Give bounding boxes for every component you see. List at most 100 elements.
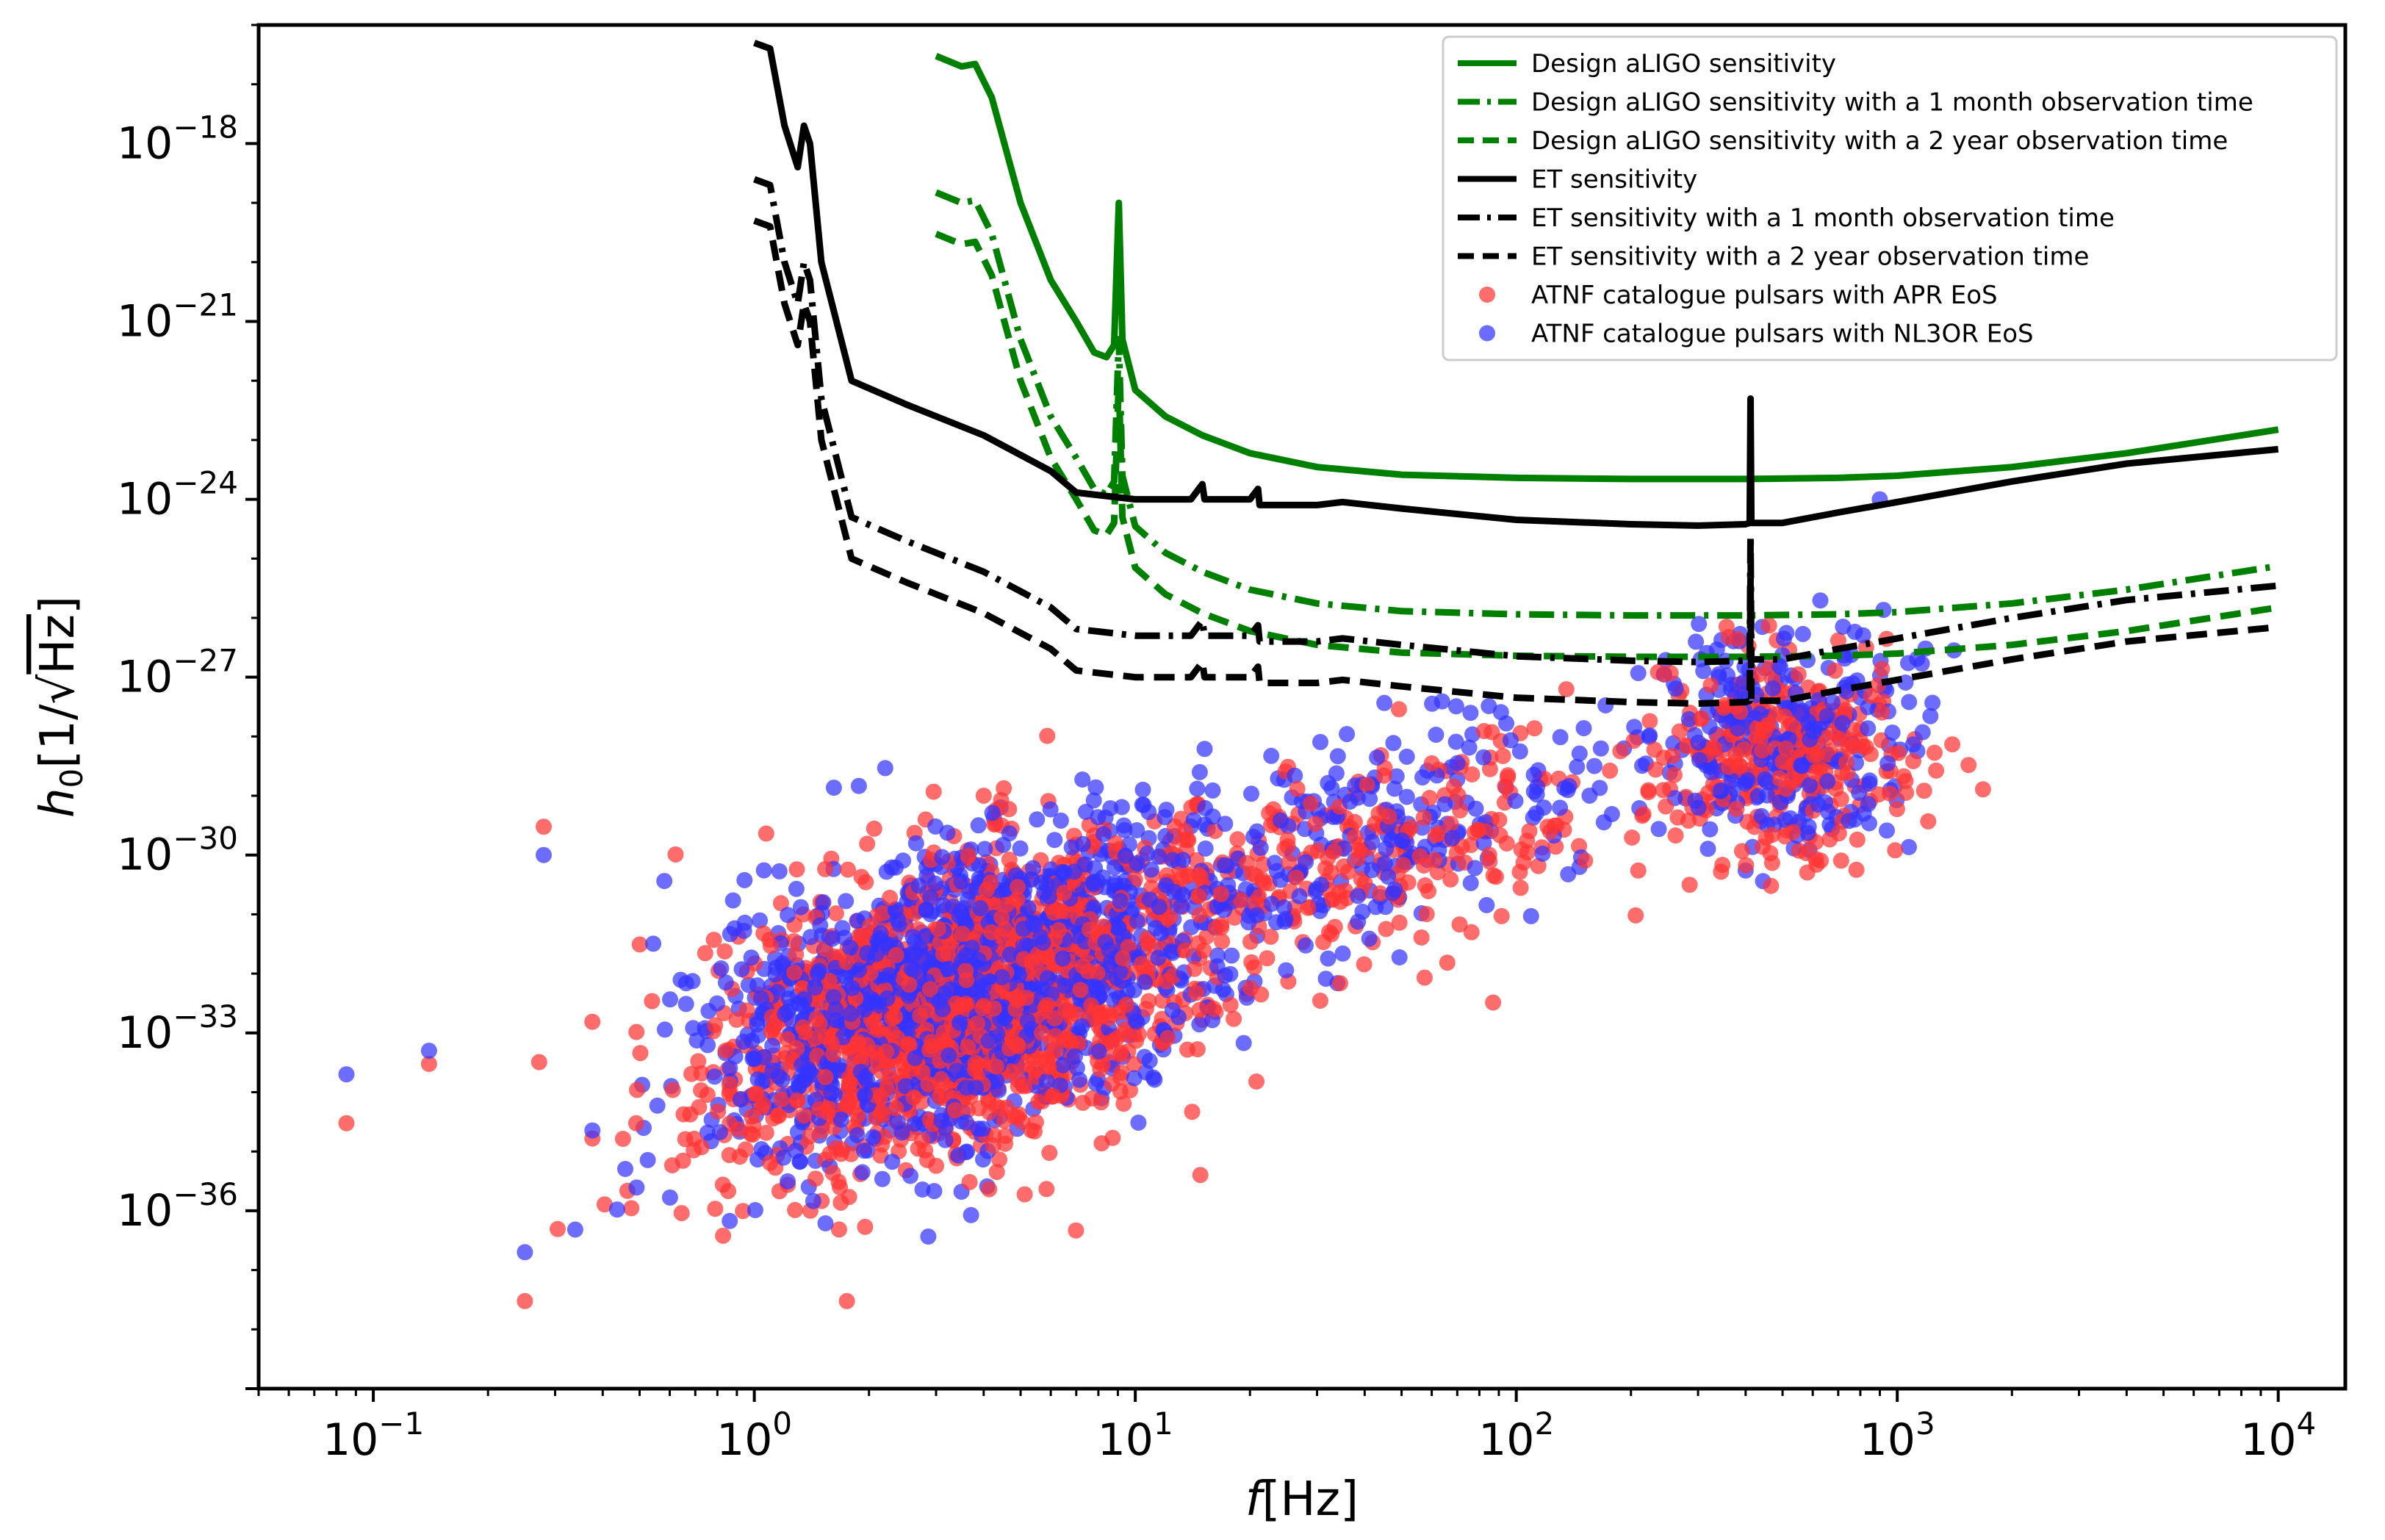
- scatter-point: [1879, 755, 1896, 771]
- scatter-point: [1771, 658, 1788, 675]
- scatter-point: [1012, 840, 1029, 857]
- scatter-point: [824, 930, 841, 947]
- scatter-point: [1217, 816, 1234, 832]
- scatter-point: [1385, 735, 1402, 752]
- scatter-point: [960, 848, 976, 865]
- scatter-point: [980, 1032, 997, 1049]
- scatter-point: [690, 1053, 707, 1070]
- scatter-point: [1350, 850, 1367, 867]
- scatter-point: [838, 954, 855, 971]
- scatter-point: [1772, 794, 1789, 810]
- scatter-point: [918, 868, 935, 885]
- scatter-point: [550, 1220, 566, 1237]
- scatter-point: [1843, 647, 1860, 663]
- scatter-point: [1494, 748, 1511, 764]
- scatter-point: [984, 805, 1001, 821]
- scatter-point: [1173, 898, 1190, 915]
- scatter-point: [842, 1005, 859, 1022]
- scatter-point: [927, 818, 944, 835]
- scatter-point: [1232, 892, 1249, 908]
- scatter-point: [747, 1202, 763, 1218]
- scatter-point: [1077, 804, 1094, 820]
- scatter-point: [1452, 802, 1469, 818]
- scatter-point: [1047, 1028, 1064, 1044]
- scatter-point: [1273, 812, 1289, 829]
- scatter-point: [1207, 920, 1224, 936]
- scatter-point: [1874, 704, 1891, 721]
- scatter-point: [1038, 1181, 1055, 1198]
- scatter-point: [1794, 706, 1810, 722]
- scatter-point: [735, 923, 752, 939]
- scatter-point: [1526, 720, 1543, 737]
- scatter-point: [1001, 1040, 1018, 1057]
- scatter-point: [788, 946, 805, 963]
- scatter-point: [1944, 736, 1961, 753]
- scatter-point: [1461, 739, 1478, 756]
- scatter-point: [775, 1149, 792, 1166]
- scatter-point: [1140, 804, 1157, 821]
- scatter-point: [1750, 666, 1767, 683]
- scatter-point: [1016, 1186, 1033, 1203]
- scatter-point: [1300, 899, 1317, 916]
- scatter-point: [1115, 877, 1132, 894]
- scatter-point: [925, 783, 942, 800]
- scatter-point: [338, 1066, 355, 1083]
- scatter-point: [1400, 874, 1417, 891]
- scatter-point: [838, 1292, 855, 1309]
- scatter-point: [1075, 958, 1092, 975]
- scatter-point: [1882, 785, 1899, 802]
- y-axis-suffix: ]: [31, 596, 85, 614]
- scatter-point: [888, 946, 904, 963]
- scatter-point: [1147, 920, 1164, 937]
- scatter-point: [1716, 697, 1733, 713]
- scatter-point: [837, 968, 854, 985]
- scatter-point: [1512, 879, 1529, 896]
- scatter-point: [930, 921, 946, 938]
- scatter-point: [1061, 1003, 1078, 1020]
- scatter-point: [1500, 767, 1517, 784]
- scatter-point: [1020, 899, 1037, 916]
- scatter-point: [1774, 753, 1791, 770]
- scatter-point: [1001, 852, 1018, 868]
- scatter-point: [1424, 695, 1441, 712]
- scatter-point: [884, 1024, 901, 1041]
- scatter-point: [1924, 694, 1941, 711]
- scatter-point: [1243, 785, 1259, 802]
- scatter-point: [1278, 962, 1295, 979]
- scatter-point: [1057, 977, 1073, 994]
- scatter-point: [753, 1141, 770, 1157]
- scatter-point: [906, 1115, 923, 1132]
- scatter-point: [1832, 791, 1849, 807]
- scatter-point: [917, 1142, 934, 1159]
- scatter-point: [1027, 1114, 1044, 1131]
- scatter-point: [1785, 824, 1801, 841]
- scatter-point: [805, 1192, 821, 1209]
- scatter-point: [649, 1097, 666, 1114]
- scatter-point: [682, 1106, 699, 1123]
- scatter-point: [1128, 1032, 1145, 1049]
- scatter-point: [1001, 946, 1018, 963]
- scatter-layer: [338, 491, 1991, 1309]
- scatter-point: [1860, 720, 1877, 737]
- scatter-point: [1115, 950, 1131, 967]
- scatter-point: [1381, 808, 1397, 825]
- scatter-point: [1073, 1018, 1090, 1035]
- scatter-point: [831, 1221, 847, 1238]
- scatter-point: [1760, 716, 1777, 733]
- scatter-point: [1444, 830, 1461, 846]
- scatter-point: [1760, 617, 1777, 634]
- scatter-point: [1403, 819, 1419, 836]
- scatter-point: [1763, 827, 1780, 843]
- scatter-point: [1848, 861, 1865, 878]
- scatter-point: [1778, 625, 1795, 641]
- scatter-point: [1898, 785, 1915, 801]
- scatter-point: [1350, 888, 1367, 904]
- scatter-point: [920, 1228, 937, 1245]
- scatter-point: [1431, 825, 1447, 842]
- scatter-point: [1799, 679, 1816, 696]
- scatter-point: [1307, 816, 1324, 832]
- scatter-point: [1046, 1088, 1062, 1105]
- y-tick-layer: 10−18 10−21 10−24 10−27 10−30 10−33 10−36: [117, 24, 259, 1390]
- scatter-point: [821, 972, 838, 989]
- scatter-point: [880, 967, 897, 983]
